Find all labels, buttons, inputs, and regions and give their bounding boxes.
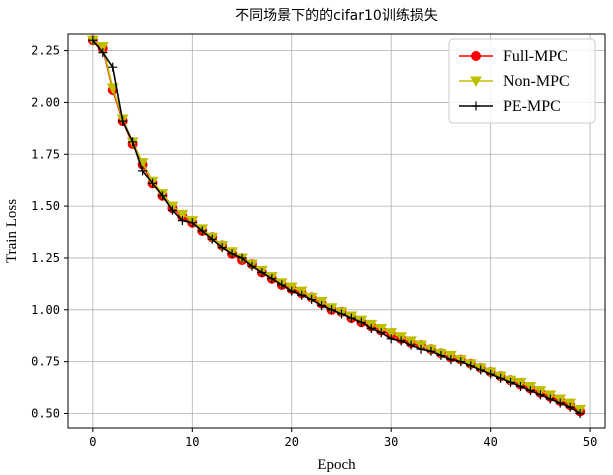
data-point-pe-mpc	[575, 408, 585, 418]
data-point-pe-mpc	[207, 234, 217, 244]
y-tick-label: 1.50	[31, 199, 60, 213]
legend-box	[448, 38, 596, 124]
y-tick-label: 2.25	[31, 44, 60, 58]
data-point-pe-mpc	[466, 361, 476, 371]
data-point-pe-mpc	[545, 394, 555, 404]
data-point-pe-mpc	[197, 226, 207, 236]
data-point-pe-mpc	[396, 336, 406, 346]
legend: Full-MPC Non-MPC PE-MPC	[448, 38, 596, 124]
series-pe-mpc	[88, 35, 585, 418]
data-point-pe-mpc	[327, 305, 337, 315]
data-point-non-mpc	[96, 41, 109, 53]
data-point-pe-mpc	[406, 340, 416, 350]
data-point-pe-mpc	[227, 249, 237, 259]
data-point-pe-mpc	[356, 317, 366, 327]
data-point-pe-mpc	[287, 286, 297, 296]
legend-marker-full-mpc	[471, 51, 481, 61]
y-axis-label: Train Loss	[4, 199, 20, 263]
x-tick-label: 30	[384, 435, 398, 449]
axis-ticks: 0 10 20 30 40 50 0.50 0.75 1.00 1.25 1.50 1.75 2.00 2…	[31, 44, 597, 449]
data-point-pe-mpc	[108, 62, 118, 72]
x-tick-label: 20	[285, 435, 299, 449]
data-point-non-mpc	[176, 209, 189, 221]
y-tick-label: 0.75	[31, 355, 60, 369]
y-tick-label: 2.00	[31, 95, 60, 109]
data-point-pe-mpc	[336, 309, 346, 319]
data-point-pe-mpc	[535, 390, 545, 400]
data-point-non-mpc	[385, 328, 398, 339]
data-point-non-mpc	[106, 83, 119, 94]
data-point-pe-mpc	[416, 344, 426, 354]
x-tick-label: 50	[583, 435, 597, 449]
data-point-pe-mpc	[555, 398, 565, 408]
x-tick-label: 40	[483, 435, 497, 449]
legend-label-non-mpc: Non-MPC	[503, 73, 570, 90]
data-point-pe-mpc	[177, 216, 187, 226]
data-point-pe-mpc	[496, 373, 506, 383]
x-tick-label: 0	[89, 435, 96, 449]
series-layer	[87, 35, 586, 418]
data-point-pe-mpc	[565, 402, 575, 412]
data-point-pe-mpc	[267, 274, 277, 284]
data-point-pe-mpc	[426, 346, 436, 356]
data-point-pe-mpc	[237, 253, 247, 263]
data-point-pe-mpc	[187, 218, 197, 228]
series-line-pe-mpc	[92, 39, 581, 415]
data-point-pe-mpc	[118, 116, 128, 126]
data-point-pe-mpc	[515, 382, 525, 392]
y-tick-label: 0.50	[31, 406, 60, 420]
data-point-pe-mpc	[486, 369, 496, 379]
data-point-pe-mpc	[128, 137, 138, 147]
legend-label-pe-mpc: PE-MPC	[503, 98, 561, 115]
data-point-pe-mpc	[277, 280, 287, 290]
data-point-pe-mpc	[346, 313, 356, 323]
legend-marker-pe-mpc	[471, 101, 481, 111]
data-point-pe-mpc	[307, 294, 317, 304]
data-point-pe-mpc	[98, 48, 108, 58]
y-tick-label: 1.75	[31, 147, 60, 161]
x-axis-label: Epoch	[317, 457, 356, 473]
data-point-pe-mpc	[88, 35, 98, 45]
data-point-pe-mpc	[476, 365, 486, 375]
data-point-pe-mpc	[157, 191, 167, 201]
data-point-pe-mpc	[456, 357, 466, 367]
data-point-pe-mpc	[138, 166, 148, 176]
data-point-pe-mpc	[506, 377, 516, 387]
data-point-pe-mpc	[148, 178, 158, 188]
data-point-pe-mpc	[257, 267, 267, 277]
data-point-pe-mpc	[386, 334, 396, 344]
chart-title: 不同场景下的的cifar10训练损失	[235, 8, 438, 24]
data-point-pe-mpc	[167, 205, 177, 215]
data-point-pe-mpc	[366, 323, 376, 333]
data-point-pe-mpc	[446, 355, 456, 365]
data-point-pe-mpc	[317, 301, 327, 311]
data-point-pe-mpc	[217, 243, 227, 253]
plot-frame	[67, 33, 606, 429]
legend-label-full-mpc: Full-MPC	[503, 48, 568, 65]
data-point-pe-mpc	[247, 261, 257, 271]
data-point-pe-mpc	[525, 386, 535, 396]
x-tick-label: 10	[185, 435, 199, 449]
data-point-pe-mpc	[436, 350, 446, 360]
data-point-pe-mpc	[376, 328, 386, 338]
data-point-pe-mpc	[297, 290, 307, 300]
legend-marker-non-mpc	[470, 76, 482, 88]
y-tick-label: 1.00	[31, 303, 60, 317]
y-tick-label: 1.25	[31, 251, 60, 265]
